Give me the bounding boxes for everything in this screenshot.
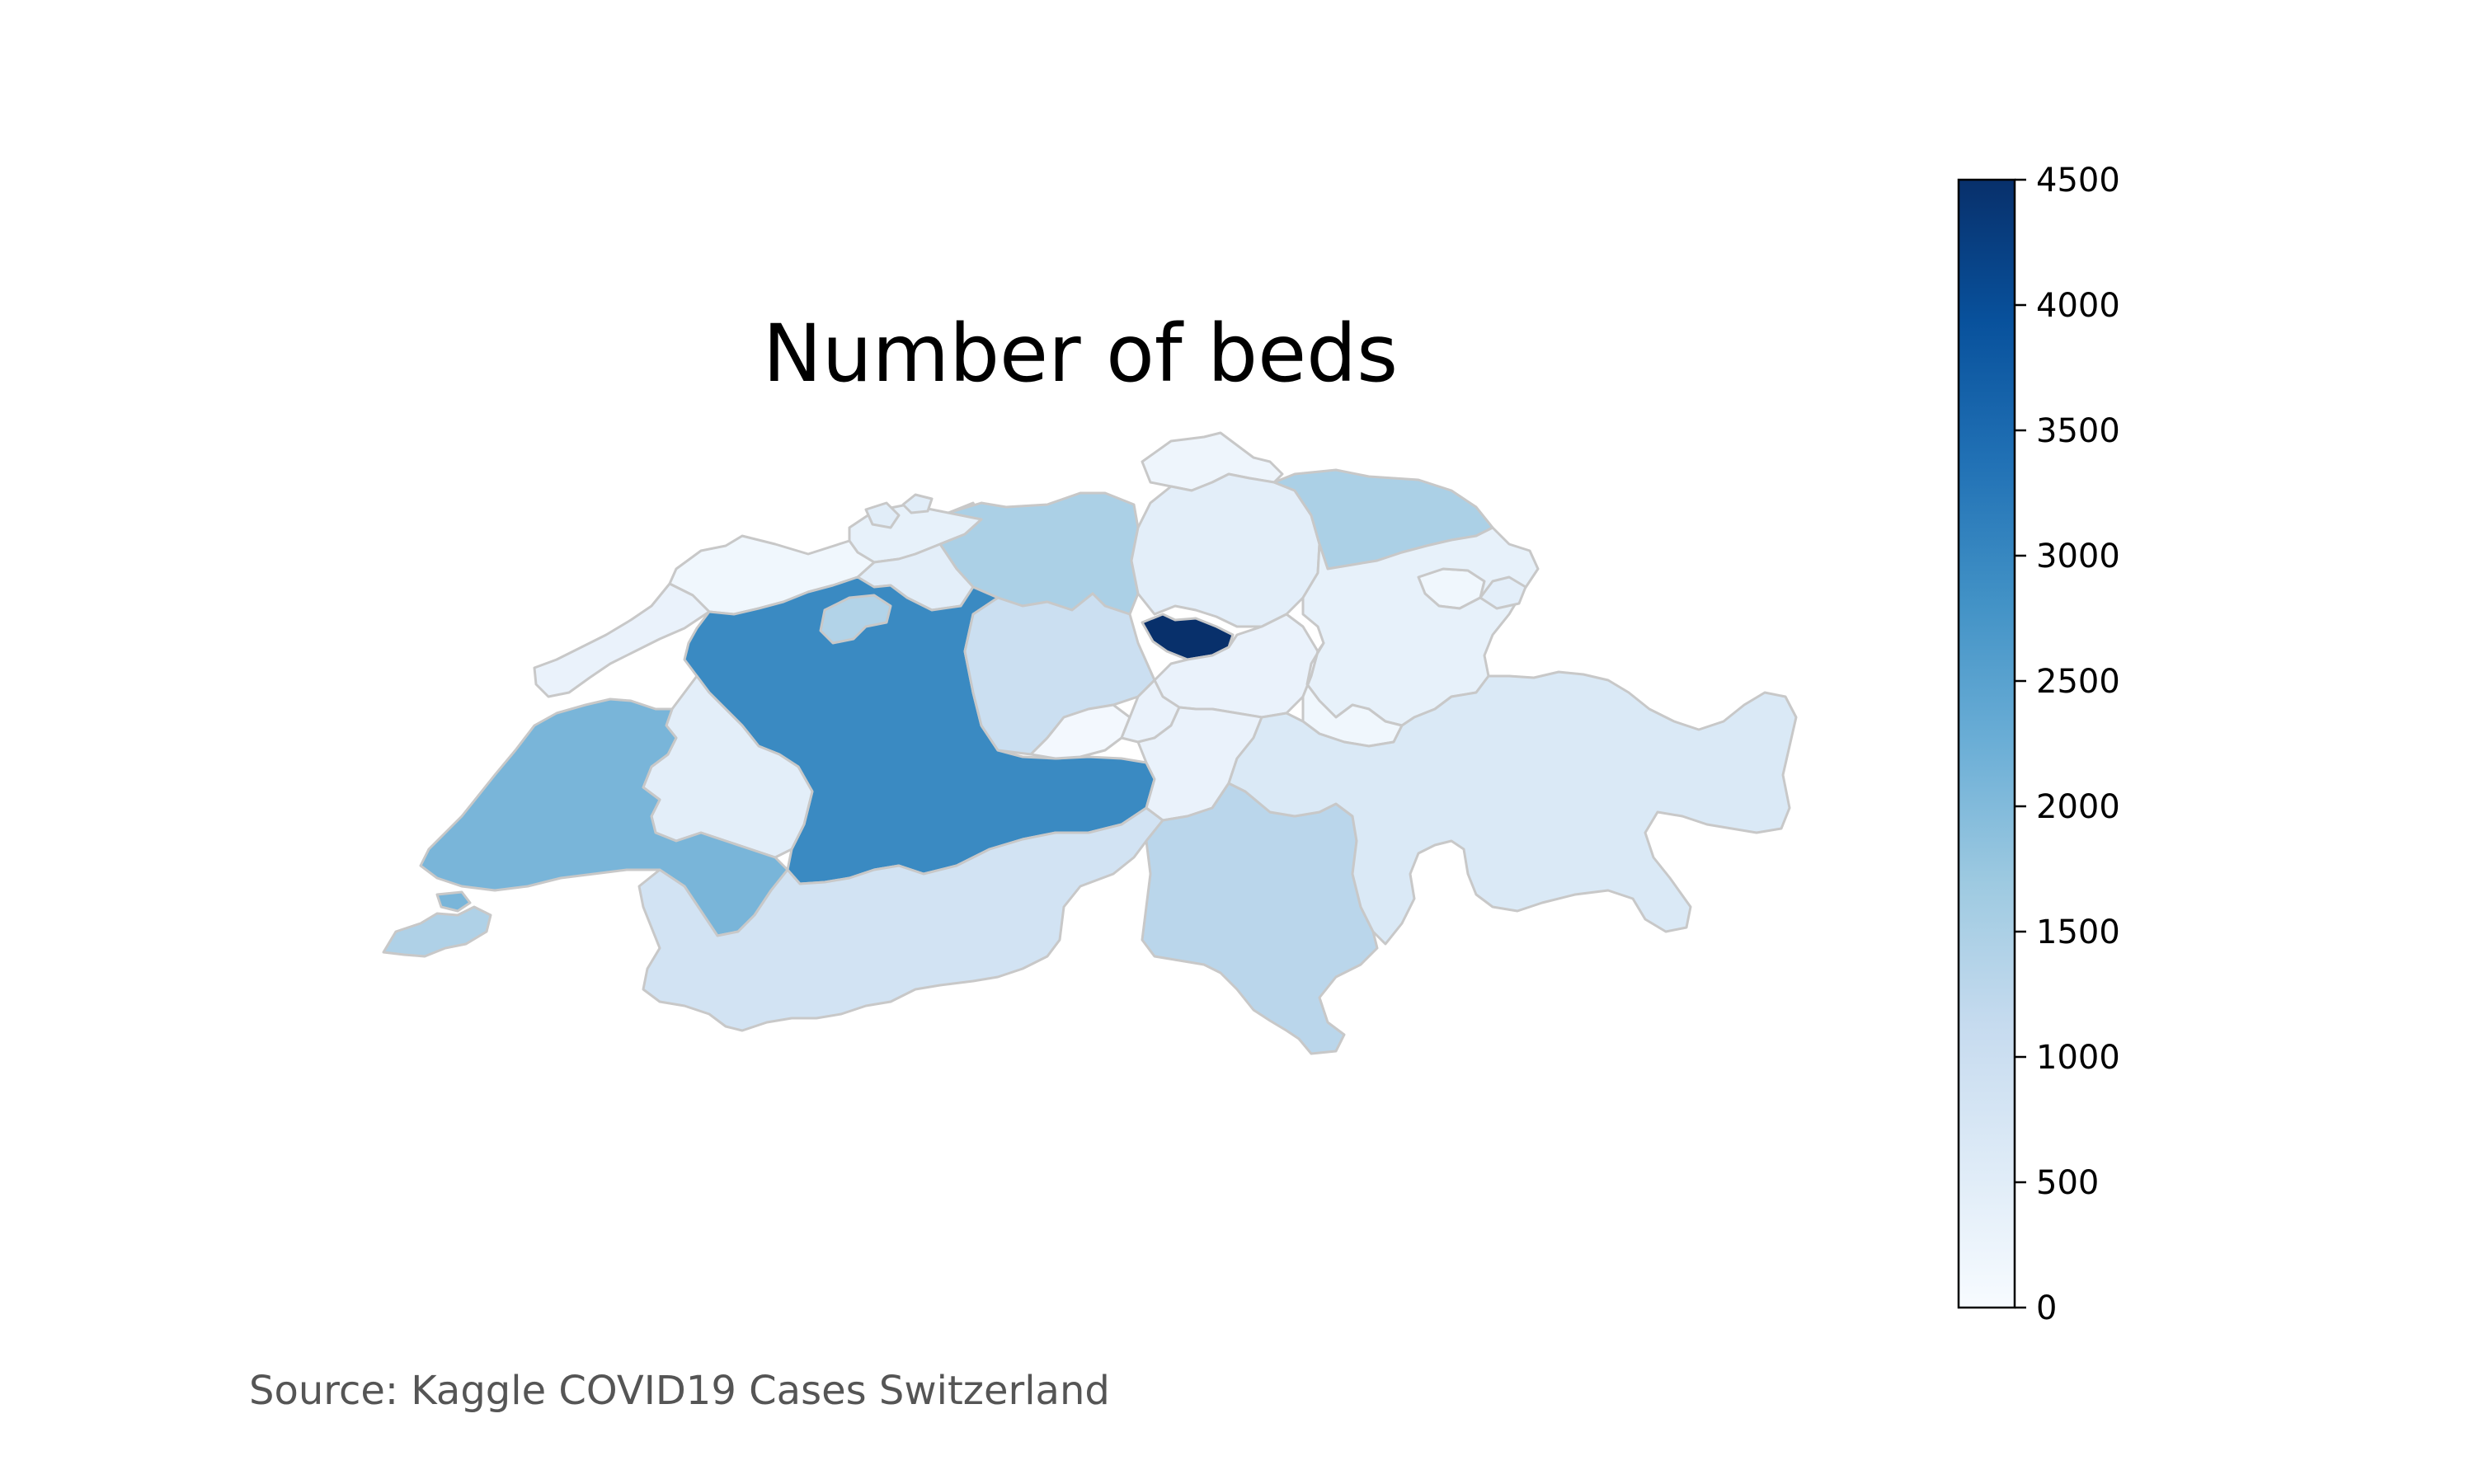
colorbar: 0 500 1000 1500 2000 2500 3000 3500 4000 4500 (1957, 162, 2120, 1327)
canton-geneva (382, 905, 492, 958)
colorbar-tick-label: 2000 (2036, 788, 2120, 826)
colorbar-tick-label: 4500 (2036, 162, 2120, 200)
canton-biel-region (819, 594, 892, 645)
colorbar-tick-label: 3000 (2036, 538, 2120, 575)
colorbar-gradient-bar (1957, 178, 2016, 1309)
canton-ticino (1141, 782, 1379, 1055)
colorbar-ticks: 0 500 1000 1500 2000 2500 3000 3500 4000 4500 (2015, 162, 2120, 1327)
canton-basel-stadt-north (901, 493, 934, 514)
colorbar-tick-label: 2500 (2036, 663, 2120, 701)
canton-zug (1141, 613, 1235, 661)
canton-valais (637, 806, 1164, 1032)
canton-appenzell-innerrhoden (1479, 575, 1527, 610)
colorbar-tick-label: 1500 (2036, 913, 2120, 951)
canton-vaud-enclave (435, 890, 472, 913)
colorbar-tick-label: 3500 (2036, 412, 2120, 450)
source-label: Source: Kaggle COVID19 Cases Switzerland (249, 1368, 1110, 1414)
colorbar-tick-label: 0 (2036, 1289, 2057, 1327)
switzerland-map (382, 431, 1798, 1055)
canton-neuchatel (533, 582, 711, 698)
canton-basel-stadt (864, 501, 901, 529)
colorbar-tick-label: 4000 (2036, 287, 2120, 325)
colorbar-tick-label: 500 (2036, 1164, 2099, 1202)
colorbar-tick-label: 1000 (2036, 1039, 2120, 1077)
canton-zurich (1130, 472, 1321, 628)
map-title: Number of beds (763, 308, 1398, 400)
canton-graubuenden (1227, 670, 1798, 946)
